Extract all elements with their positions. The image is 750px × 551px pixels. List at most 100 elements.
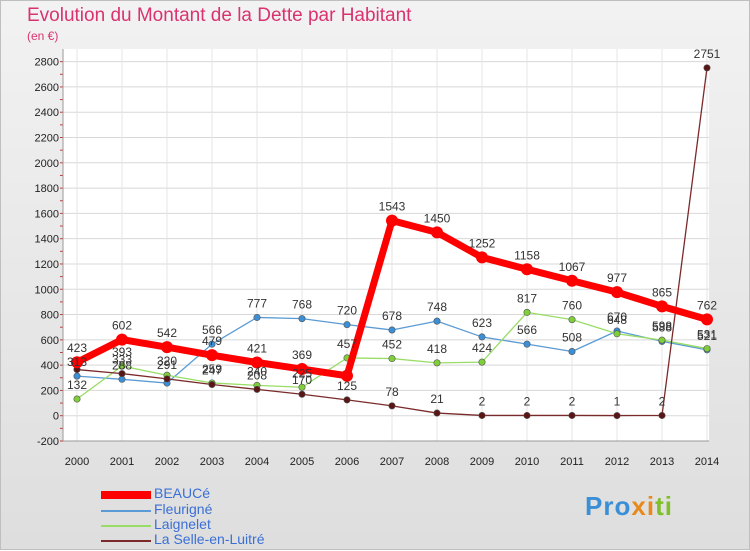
data-point	[386, 214, 398, 227]
data-point	[341, 369, 353, 382]
data-label: 748	[427, 300, 447, 314]
logo-letter: t	[655, 491, 665, 521]
data-label: 1543	[379, 200, 406, 214]
data-point	[566, 274, 578, 287]
data-point	[568, 411, 576, 419]
y-tick-label: 1200	[35, 259, 59, 271]
data-point	[701, 313, 713, 326]
x-tick-label: 2013	[650, 456, 674, 468]
x-tick-label: 2010	[515, 456, 539, 468]
legend-label-beauce: BEAUCé	[154, 485, 211, 501]
data-label: 479	[202, 334, 222, 348]
data-point	[521, 263, 533, 276]
data-point	[703, 345, 711, 353]
legend-label-fleurigne: Fleurigné	[154, 501, 213, 517]
data-label: 777	[247, 296, 267, 310]
proxiti-logo: Proxiti	[585, 491, 673, 522]
y-tick-label: 600	[41, 335, 59, 347]
data-label: 2	[659, 394, 666, 408]
y-tick-label: 2800	[35, 57, 59, 69]
data-point	[251, 356, 263, 369]
data-label: 240	[247, 364, 267, 378]
y-tick-label: 2000	[35, 158, 59, 170]
data-point	[523, 411, 531, 419]
data-point	[478, 358, 486, 366]
data-point	[71, 356, 83, 369]
data-label: 566	[202, 323, 222, 337]
data-point	[206, 349, 218, 362]
data-label: 678	[382, 309, 402, 323]
logo-letter: r	[603, 491, 615, 521]
data-label: 977	[607, 271, 627, 285]
data-point	[613, 330, 621, 338]
logo-letter: i	[664, 491, 673, 521]
legend-label-laignelet: Laignelet	[154, 516, 211, 532]
data-label: 1	[614, 395, 621, 409]
data-label: 768	[292, 298, 312, 312]
data-point	[523, 340, 531, 348]
data-point	[658, 411, 666, 419]
data-label: 125	[337, 379, 357, 393]
data-point	[388, 402, 396, 410]
x-tick-label: 2000	[65, 456, 89, 468]
data-label: 2	[569, 394, 576, 408]
data-point	[208, 340, 216, 348]
data-label: 288	[112, 358, 132, 372]
data-point	[476, 251, 488, 264]
data-label: 623	[472, 316, 492, 330]
data-point	[163, 375, 171, 383]
data-point	[613, 412, 621, 420]
legend-swatch-la-selle-en-luitre	[101, 540, 151, 542]
data-label: 457	[337, 337, 357, 351]
logo-letter: x	[631, 491, 647, 521]
data-point	[118, 370, 126, 378]
data-label: 259	[202, 362, 222, 376]
legend-swatch-fleurigne	[101, 510, 151, 512]
x-tick-label: 2011	[560, 456, 584, 468]
data-label: 320	[157, 354, 177, 368]
data-point	[208, 380, 216, 388]
data-point	[433, 317, 441, 325]
data-label: 2	[479, 394, 486, 408]
data-point	[433, 359, 441, 367]
chart-title: Evolution du Montant de la Dette par Hab…	[27, 5, 412, 26]
data-label: 817	[517, 291, 537, 305]
chart-subtitle: (en €)	[27, 29, 59, 43]
y-tick-label: 800	[41, 310, 59, 322]
data-label: 1067	[559, 260, 586, 274]
x-tick-label: 2014	[695, 456, 719, 468]
data-label: 588	[652, 320, 672, 334]
data-point	[118, 362, 126, 370]
x-tick-label: 2009	[470, 456, 494, 468]
data-label: 1252	[469, 236, 496, 250]
legend-swatch-beauce	[101, 491, 151, 499]
data-label: 2	[524, 394, 531, 408]
data-label: 170	[292, 373, 312, 387]
data-label: 208	[247, 368, 267, 382]
data-label: 602	[112, 319, 132, 333]
data-point	[568, 316, 576, 324]
data-label: 247	[202, 363, 222, 377]
data-label: 566	[517, 323, 537, 337]
data-point	[656, 300, 668, 313]
data-label: 421	[247, 341, 267, 355]
data-label: 291	[157, 358, 177, 372]
data-label: 598	[652, 319, 672, 333]
y-tick-label: 2200	[35, 133, 59, 145]
data-point	[388, 326, 396, 334]
data-point	[433, 409, 441, 417]
data-label: 333	[112, 353, 132, 367]
y-tick-label: 1400	[35, 234, 59, 246]
data-point	[253, 313, 261, 321]
y-tick-label: 0	[53, 411, 59, 423]
x-tick-label: 2002	[155, 456, 179, 468]
data-label: 762	[697, 298, 717, 312]
logo-letter: o	[614, 491, 632, 521]
data-label: 760	[562, 299, 582, 313]
y-tick-label: 1800	[35, 183, 59, 195]
logo-letter: P	[585, 491, 604, 521]
data-label: 369	[292, 348, 312, 362]
data-point	[343, 396, 351, 404]
data-point	[161, 341, 173, 354]
data-point	[296, 363, 308, 376]
